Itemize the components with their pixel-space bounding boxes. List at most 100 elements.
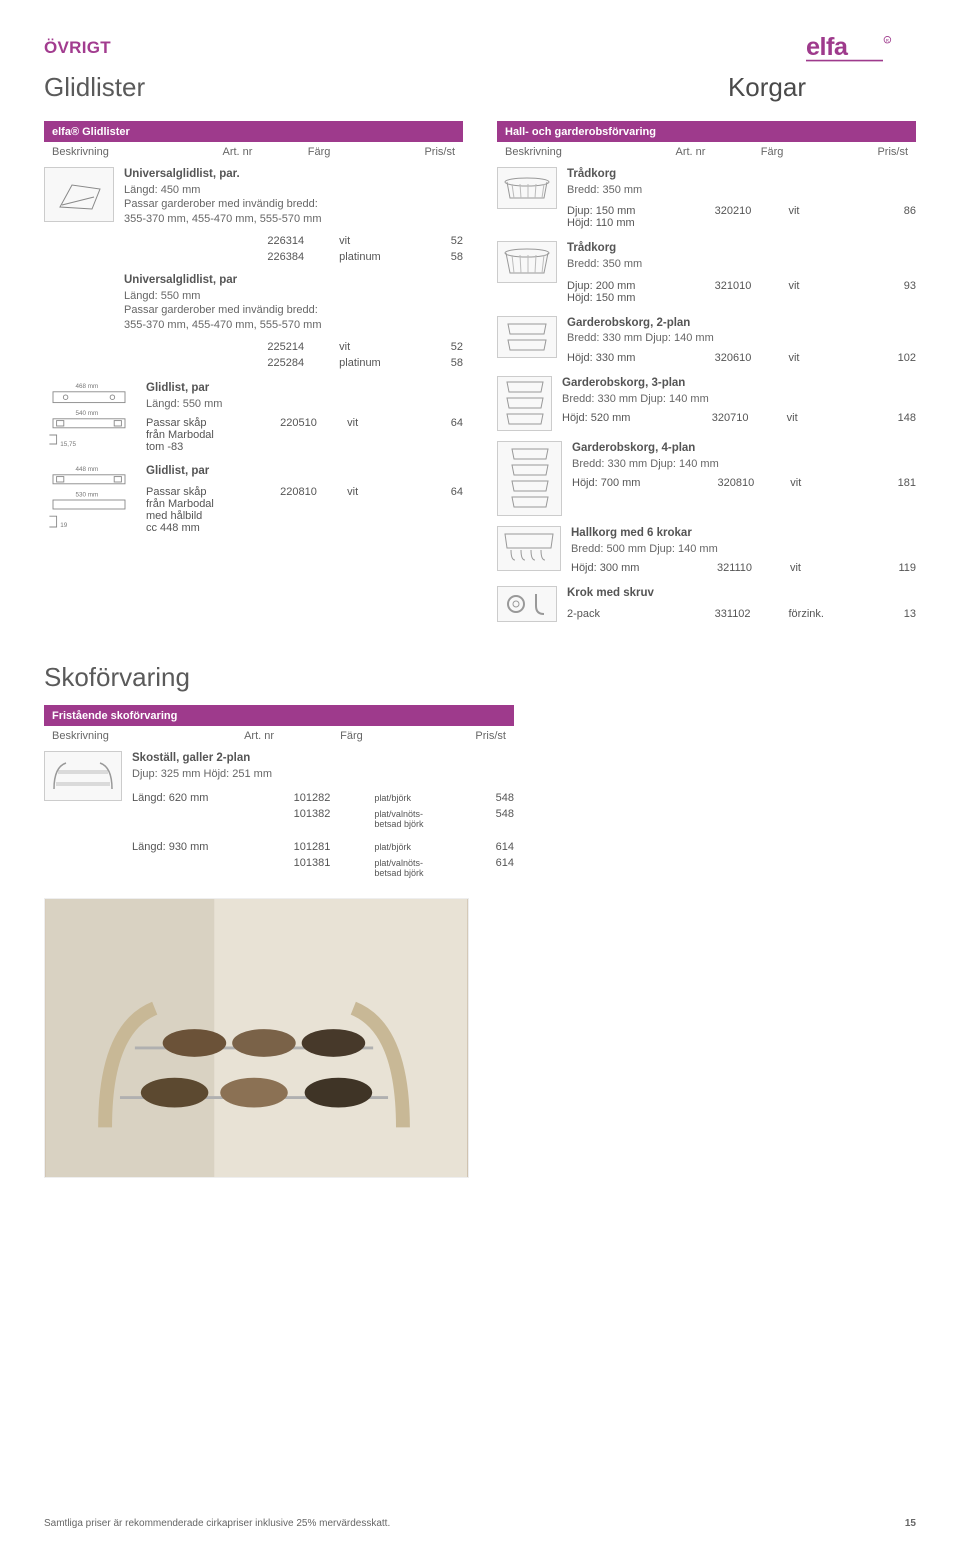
b4-line1: Bredd: 330 mm Djup: 140 mm xyxy=(562,392,916,407)
col-farg: Färg xyxy=(340,730,436,742)
left-section-1: Universalglidlist, par. Längd: 450 mm Pa… xyxy=(44,167,463,371)
category-label: ÖVRIGT xyxy=(44,38,806,58)
col-farg: Färg xyxy=(308,146,393,158)
b7-title: Krok med skruv xyxy=(567,586,916,602)
s4-title: Glidlist, par xyxy=(146,464,463,480)
shoe-rack-drawing xyxy=(44,751,122,801)
table-row: Höjd: 300 mm321110vit119 xyxy=(571,560,916,576)
table-row: Höjd: 330 mm320610vit102 xyxy=(567,350,916,366)
col-pris: Pris/st xyxy=(393,146,455,158)
table-row: 226314vit52 xyxy=(124,233,463,249)
b6-title: Hallkorg med 6 krokar xyxy=(571,526,916,542)
b2-title: Trådkorg xyxy=(567,241,916,257)
b2-line1: Bredd: 350 mm xyxy=(567,257,916,272)
right-b1: Trådkorg Bredd: 350 mm Djup: 150 mmHöjd:… xyxy=(497,167,916,231)
table-row: Höjd: 520 mm320710vit148 xyxy=(562,410,916,426)
col-artnr: Art. nr xyxy=(223,146,308,158)
basket-image xyxy=(497,241,557,283)
brand-logo: elfa R xyxy=(806,32,916,70)
col-pris: Pris/st xyxy=(436,730,506,742)
s2-title: Universalglidlist, par xyxy=(124,273,463,289)
page-number: 15 xyxy=(905,1518,916,1529)
right-b4: Garderobskorg, 3-plan Bredd: 330 mm Djup… xyxy=(497,376,916,431)
col-beskrivning: Beskrivning xyxy=(52,730,244,742)
right-column-headers: Beskrivning Art. nr Färg Pris/st xyxy=(497,142,916,161)
hallkorg-image xyxy=(497,526,561,571)
right-column: Hall- och garderobsförvaring Beskrivning… xyxy=(497,121,916,632)
table-row: Längd: 620 mm 101282 plat/björk 548 xyxy=(132,790,514,806)
s3-line1: Längd: 550 mm xyxy=(146,397,463,412)
s2-line2: Passar garderober med invändig bredd: xyxy=(124,303,463,318)
section2-column-headers: Beskrivning Art. nr Färg Pris/st xyxy=(44,726,514,745)
svg-text:elfa: elfa xyxy=(806,33,849,61)
col-pris: Pris/st xyxy=(846,146,908,158)
col-farg: Färg xyxy=(761,146,846,158)
product-photo xyxy=(44,898,469,1178)
left-panel-header: elfa® Glidlister xyxy=(44,121,463,142)
section2-s1: Skoställ, galler 2-plan Djup: 325 mm Höj… xyxy=(44,751,514,879)
table-row: Djup: 150 mmHöjd: 110 mm 320210vit86 xyxy=(567,203,916,231)
right-b7: Krok med skruv 2-pack331102förzink.13 xyxy=(497,586,916,622)
s1-title: Universalglidlist, par. xyxy=(124,167,463,183)
right-panel-header: Hall- och garderobsförvaring xyxy=(497,121,916,142)
col-artnr: Art. nr xyxy=(676,146,761,158)
col-artnr: Art. nr xyxy=(244,730,340,742)
tech-drawing-2: 448 mm 530 mm 19 xyxy=(44,464,134,541)
basket-image xyxy=(497,167,557,209)
section2-heading: Skoförvaring xyxy=(44,662,916,693)
col-beskrivning: Beskrivning xyxy=(505,146,676,158)
svg-text:R: R xyxy=(886,38,889,43)
table-row: 101381 plat/valnöts- betsad björk 614 xyxy=(132,855,514,880)
basket-3tier-image xyxy=(497,376,552,431)
svg-text:448 mm: 448 mm xyxy=(76,466,99,473)
table-row: 101382 plat/valnöts- betsad björk 548 xyxy=(132,806,514,831)
table-row: Höjd: 700 mm320810vit181 xyxy=(572,475,916,491)
s2-line3: 355-370 mm, 455-470 mm, 555-570 mm xyxy=(124,318,463,333)
right-b2: Trådkorg Bredd: 350 mm Djup: 200 mmHöjd:… xyxy=(497,241,916,305)
table-row: Djup: 200 mmHöjd: 150 mm 321010vit93 xyxy=(567,278,916,306)
s1-line2: Passar garderober med invändig bredd: xyxy=(124,197,463,212)
table-row: Längd: 930 mm 101281 plat/björk 614 xyxy=(132,839,514,855)
b5-line1: Bredd: 330 mm Djup: 140 mm xyxy=(572,457,916,472)
header-row: ÖVRIGT Glidlister Korgar elfa R xyxy=(44,38,916,121)
table-row: Passar skåpfrån Marbodaltom -83 220510 v… xyxy=(146,415,463,455)
table-row: 225284platinum58 xyxy=(124,355,463,371)
subheading-left: Glidlister xyxy=(44,72,145,103)
s2-line1: Längd: 550 mm xyxy=(124,289,463,304)
svg-text:15,75: 15,75 xyxy=(60,441,76,448)
main-columns: elfa® Glidlister Beskrivning Art. nr Fär… xyxy=(44,121,916,632)
b1-line1: Bredd: 350 mm xyxy=(567,183,916,198)
svg-text:468 mm: 468 mm xyxy=(76,383,99,390)
b3-line1: Bredd: 330 mm Djup: 140 mm xyxy=(567,331,916,346)
b6-line1: Bredd: 500 mm Djup: 140 mm xyxy=(571,542,916,557)
svg-text:19: 19 xyxy=(60,522,68,529)
b4-title: Garderobskorg, 3-plan xyxy=(562,376,916,392)
table-row: 225214vit52 xyxy=(124,339,463,355)
page: ÖVRIGT Glidlister Korgar elfa R elfa® Gl… xyxy=(0,0,960,1198)
left-section-4-row: 448 mm 530 mm 19 Glidlist, par Passa xyxy=(44,464,463,541)
s1-line1: Längd: 450 mm xyxy=(124,183,463,198)
left-column: elfa® Glidlister Beskrivning Art. nr Fär… xyxy=(44,121,463,632)
s1-line3: 355-370 mm, 455-470 mm, 555-570 mm xyxy=(124,212,463,227)
subheading-right: Korgar xyxy=(728,72,806,103)
table-row: 226384platinum58 xyxy=(124,249,463,265)
svg-text:530 mm: 530 mm xyxy=(76,491,99,498)
tech-drawing-1: 468 mm 540 mm 15,75 xyxy=(44,381,134,458)
right-b6: Hallkorg med 6 krokar Bredd: 500 mm Djup… xyxy=(497,526,916,576)
table-row: 2-pack331102förzink.13 xyxy=(567,606,916,622)
basket-2tier-image xyxy=(497,316,557,358)
svg-text:540 mm: 540 mm xyxy=(76,410,99,417)
b1-title: Trådkorg xyxy=(567,167,916,183)
table-row: Passar skåpfrån Marbodalmed hålbildcc 44… xyxy=(146,484,463,536)
b5-title: Garderobskorg, 4-plan xyxy=(572,441,916,457)
footer: Samtliga priser är rekommenderade cirkap… xyxy=(0,1518,960,1549)
sko-title: Skoställ, galler 2-plan xyxy=(132,751,514,767)
col-beskrivning: Beskrivning xyxy=(52,146,223,158)
footer-text: Samtliga priser är rekommenderade cirkap… xyxy=(44,1518,390,1529)
s3-title: Glidlist, par xyxy=(146,381,463,397)
section2-panel: Fristående skoförvaring Beskrivning Art.… xyxy=(44,705,514,879)
krok-image xyxy=(497,586,557,622)
left-section-3-row: 468 mm 540 mm 15,75 Glidlist, par Längd:… xyxy=(44,381,463,458)
section2-panel-header: Fristående skoförvaring xyxy=(44,705,514,726)
basket-4tier-image xyxy=(497,441,562,516)
